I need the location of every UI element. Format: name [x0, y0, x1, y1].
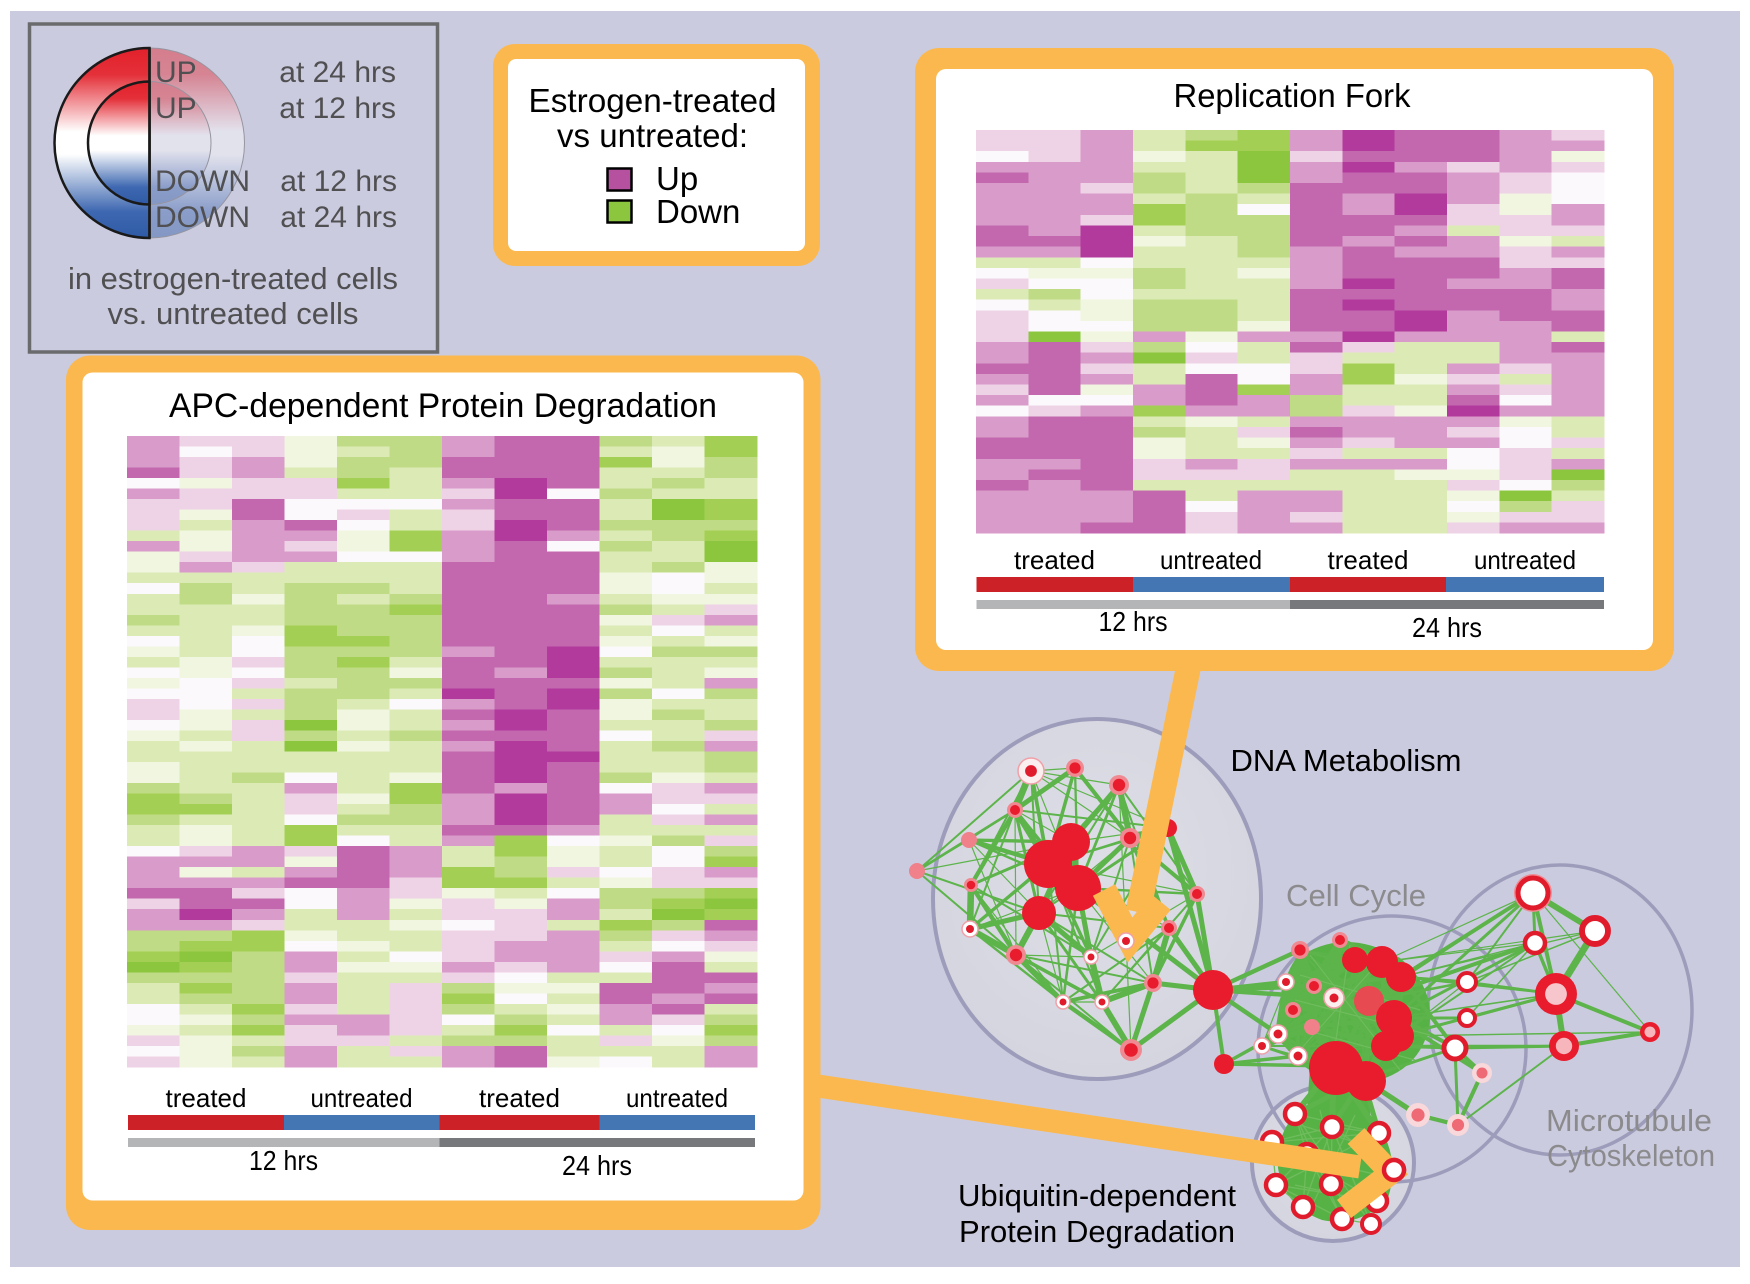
svg-text:untreated: untreated: [1474, 545, 1576, 575]
svg-text:untreated: untreated: [626, 1083, 728, 1113]
svg-text:Microtubule: Microtubule: [1546, 1103, 1712, 1138]
svg-text:24 hrs: 24 hrs: [1412, 612, 1482, 643]
svg-text:untreated: untreated: [1160, 545, 1262, 575]
svg-text:treated: treated: [166, 1083, 247, 1113]
svg-text:Protein Degradation: Protein Degradation: [959, 1214, 1235, 1249]
svg-text:treated: treated: [1328, 545, 1409, 575]
svg-text:24 hrs: 24 hrs: [562, 1150, 632, 1181]
svg-text:12 hrs: 12 hrs: [249, 1145, 318, 1176]
svg-text:Ubiquitin-dependent: Ubiquitin-dependent: [958, 1178, 1236, 1213]
svg-text:at 24 hrs: at 24 hrs: [279, 56, 396, 89]
svg-text:UP: UP: [155, 92, 197, 125]
svg-text:in estrogen-treated cells: in estrogen-treated cells: [68, 261, 398, 296]
svg-text:vs untreated:: vs untreated:: [557, 117, 748, 154]
svg-text:Up: Up: [656, 160, 698, 197]
svg-text:APC-dependent Protein Degradat: APC-dependent Protein Degradation: [169, 387, 717, 425]
svg-text:UP: UP: [155, 56, 197, 89]
svg-text:DNA Metabolism: DNA Metabolism: [1231, 743, 1462, 778]
svg-text:at 12 hrs: at 12 hrs: [279, 92, 396, 125]
svg-text:DOWN: DOWN: [155, 201, 250, 234]
svg-text:Down: Down: [656, 193, 740, 230]
svg-text:Estrogen-treated: Estrogen-treated: [529, 82, 777, 119]
svg-text:at 12 hrs: at 12 hrs: [280, 165, 397, 198]
svg-text:at 24 hrs: at 24 hrs: [280, 201, 397, 234]
svg-text:untreated: untreated: [311, 1083, 413, 1113]
svg-text:Replication Fork: Replication Fork: [1174, 78, 1411, 115]
svg-text:Cytoskeleton: Cytoskeleton: [1547, 1138, 1715, 1173]
svg-text:vs. untreated cells: vs. untreated cells: [108, 296, 359, 331]
svg-text:treated: treated: [479, 1083, 560, 1113]
svg-text:DOWN: DOWN: [155, 165, 250, 198]
svg-text:Cell Cycle: Cell Cycle: [1286, 878, 1426, 913]
svg-text:treated: treated: [1014, 545, 1095, 575]
svg-text:12 hrs: 12 hrs: [1099, 606, 1168, 637]
